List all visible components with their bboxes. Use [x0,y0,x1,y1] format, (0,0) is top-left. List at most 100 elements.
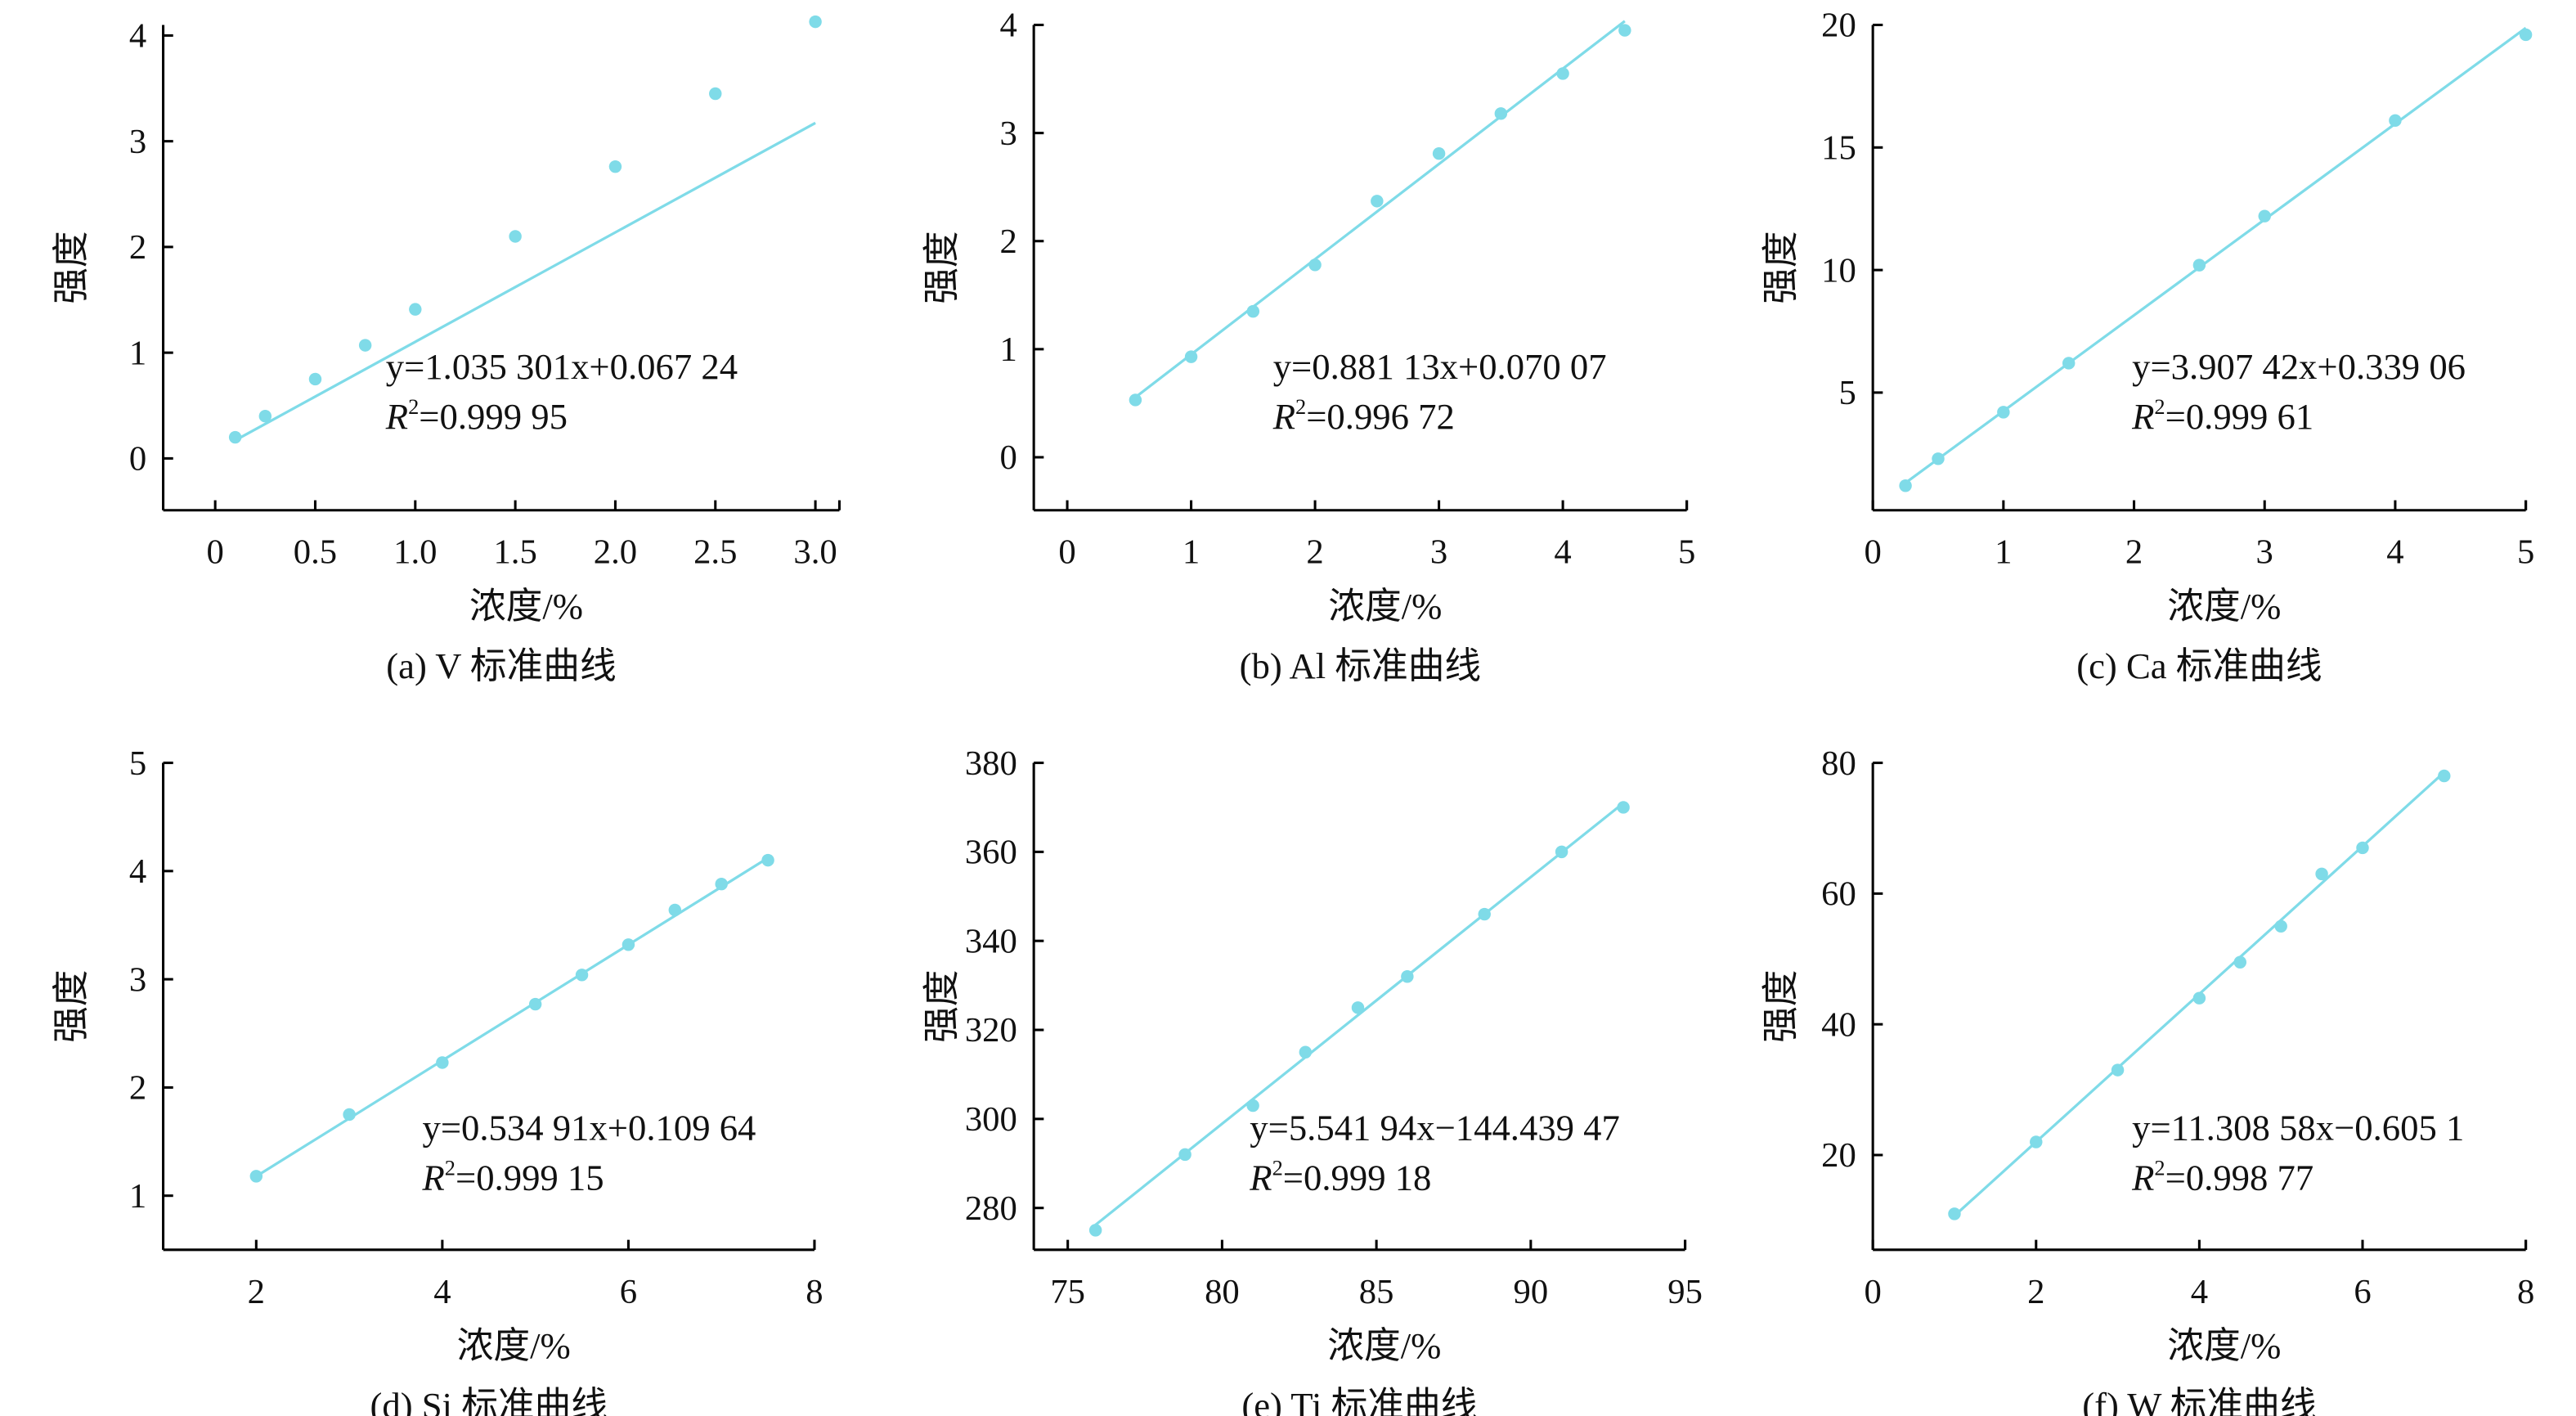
y-tick-label: 1 [129,1177,146,1216]
data-point [509,230,522,243]
chart-caption: (b) Al 标准曲线 [1240,645,1481,686]
r-squared: R2=0.999 95 [385,394,568,437]
y-tick-label: 280 [965,1189,1017,1228]
r-squared-symbol: R [385,396,408,437]
r-squared-value: =0.999 95 [419,396,568,437]
x-tick-label: 2 [248,1273,265,1311]
chart-panel-e: 280 300 320 340 360 380 75 80 85 90 95 y=5.541 94x−… [922,744,1703,1416]
data-point [409,303,422,316]
data-point [2274,919,2287,933]
x-tick-label: 1 [1183,533,1200,572]
r-squared-value: =0.996 72 [1306,396,1455,437]
fit-line [234,121,816,442]
y-tick-label: 340 [965,922,1017,960]
data-point [343,1108,356,1122]
data-point [1899,479,1912,492]
data-point [228,430,242,444]
data-point [1129,393,1142,407]
r-squared: R2=0.998 77 [2131,1155,2313,1198]
data-point [1618,24,1631,37]
x-tick-label: 1.5 [493,533,536,572]
y-tick-label: 0 [1000,438,1017,477]
data-point [1494,107,1508,120]
regression-equation: y=0.534 91x+0.109 64 [422,1108,756,1149]
y-tick-label: 3 [1000,115,1017,153]
data-point [1178,1148,1192,1162]
y-axis-label: 强度 [922,231,963,303]
data-point [2111,1063,2125,1077]
data-point [1246,1099,1259,1113]
data-point [1556,67,1569,80]
data-point [2389,114,2402,128]
data-point [358,339,372,352]
superscript: 2 [2154,394,2165,419]
y-tick-label: 5 [129,744,146,783]
r-squared-symbol: R [1249,1158,1272,1198]
y-tick-label: 320 [965,1011,1017,1050]
r-squared: R2=0.999 18 [1249,1155,1431,1198]
y-tick-label: 1 [1000,330,1017,369]
data-point [1948,1207,1961,1220]
x-tick-label: 2.5 [693,533,737,572]
x-tick-label: 0.5 [294,533,337,572]
data-point [1351,1001,1365,1014]
chart-caption: (f) W 标准曲线 [2082,1385,2316,1416]
data-point [258,409,272,423]
data-point [2062,357,2076,370]
y-tick-label: 300 [965,1100,1017,1139]
data-point [1478,907,1491,921]
x-tick-label: 85 [1359,1273,1394,1311]
data-point [2519,28,2533,42]
y-tick-label: 0 [129,440,146,479]
y-tick-label: 20 [1821,7,1856,45]
y-tick-label: 3 [129,123,146,161]
chart-caption: (c) Ca 标准曲线 [2076,645,2322,686]
y-axis-label: 强度 [922,969,963,1042]
data-point [1246,304,1260,318]
y-axis-label: 强度 [1761,969,1802,1042]
x-tick-label: 4 [433,1273,451,1311]
chart-caption: (a) V 标准曲线 [386,645,616,686]
y-tick-label: 380 [965,744,1017,783]
y-tick-label: 2 [129,1069,146,1108]
y-tick-label: 2 [129,228,146,267]
x-tick-label: 0 [206,533,223,572]
y-tick-label: 2 [1000,223,1017,261]
x-tick-label: 1.0 [393,533,437,572]
data-point [715,877,728,891]
fit-line [1134,20,1626,398]
x-tick-label: 4 [2191,1273,2208,1311]
data-point [1997,406,2010,419]
y-axis-label: 强度 [1761,231,1802,303]
x-axis-label: 浓度/% [2167,586,2281,627]
y-tick-label: 360 [965,834,1017,872]
x-axis-label: 浓度/% [457,1325,571,1366]
data-point [1401,970,1414,983]
r-squared: R2=0.999 15 [421,1155,604,1198]
x-tick-label: 6 [2354,1273,2371,1311]
x-tick-label: 3.0 [793,533,837,572]
x-tick-label: 2.0 [594,533,637,572]
data-point [2030,1135,2043,1149]
y-tick-label: 80 [1821,744,1856,783]
x-tick-label: 80 [1205,1273,1240,1311]
fit-line [255,856,769,1178]
regression-equation: y=1.035 301x+0.067 24 [386,346,738,387]
x-tick-label: 1 [1995,533,2012,572]
y-tick-label: 40 [1821,1005,1856,1044]
data-point [308,372,322,386]
r-squared-symbol: R [2131,1158,2154,1198]
x-axis-label: 浓度/% [1328,586,1442,627]
data-point [608,160,622,173]
superscript: 2 [2154,1155,2165,1180]
y-tick-label: 10 [1821,251,1856,290]
data-point [2233,955,2247,969]
x-tick-label: 2 [1306,533,1323,572]
chart-caption: (e) Ti 标准曲线 [1241,1385,1477,1416]
data-point [2192,258,2206,272]
y-axis-label: 强度 [51,969,92,1042]
r-squared-value: =0.999 18 [1283,1158,1432,1198]
regression-equation: y=3.907 42x+0.339 06 [2132,346,2466,387]
